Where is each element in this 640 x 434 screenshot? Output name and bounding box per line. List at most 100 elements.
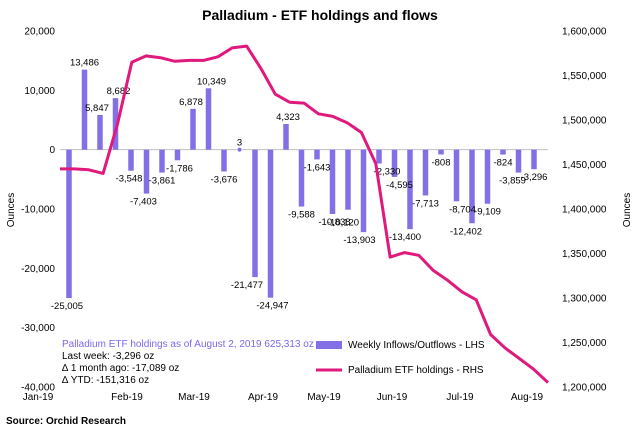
bar-label: -9,109: [474, 207, 501, 218]
bar-label: -10,120: [327, 218, 359, 229]
bar-label: 8,682: [107, 86, 131, 97]
axes: 20,000 10,000 0 -10,000 -20,000 -30,000 -40,00…: [21, 27, 607, 404]
x-tick: Mar-19: [178, 392, 210, 403]
y-tick-left: -40,000: [21, 383, 55, 394]
bar-label: -4,595: [386, 180, 413, 191]
bar-label: -24,947: [256, 301, 288, 312]
bar: [97, 114, 103, 150]
y-tick-left: 0: [49, 145, 55, 156]
bar: [453, 149, 460, 202]
bar: [174, 149, 181, 161]
bar-label: 5,847: [85, 103, 109, 114]
bar-label: -7,713: [412, 198, 439, 209]
bar-label: -9,588: [288, 210, 315, 221]
bar-label: -3,861: [149, 176, 176, 187]
bar: [252, 149, 258, 278]
holdings-line: [60, 44, 550, 384]
bar: [112, 98, 119, 150]
bar: [66, 149, 72, 299]
bar: [314, 149, 320, 160]
x-tick: Jul-19: [446, 392, 474, 403]
legend-label-line: Palladium ETF holdings - RHS: [348, 365, 484, 376]
bar: [283, 124, 289, 150]
bar-label: -3,859: [499, 176, 526, 187]
source-note: Source: Orchid Research: [6, 416, 126, 427]
bars: [66, 69, 537, 299]
bar: [345, 149, 351, 210]
bar-label: -21,477: [231, 280, 263, 291]
bar-label: -3,296: [521, 172, 548, 183]
bar: [438, 149, 444, 155]
annotation-line-3: ∆ YTD: -151,316 oz: [62, 375, 149, 386]
annotation-box: Palladium ETF holdings as of August 2, 2…: [62, 339, 314, 386]
bar: [484, 149, 491, 204]
bar-label: -1,643: [304, 162, 331, 173]
bar: [143, 149, 150, 194]
bar-label: 3: [237, 138, 242, 149]
bar-labels: -25,005 13,486 5,847 8,682 -3,548 -7,403 -3,86…: [51, 58, 548, 312]
bar-label: 6,878: [179, 97, 203, 108]
chart-title: Palladium - ETF holdings and flows: [202, 7, 438, 23]
bar: [391, 149, 398, 177]
y-tick-right: 1,450,000: [562, 160, 607, 171]
bar-label: -10,838: [318, 217, 350, 228]
bar: [531, 149, 537, 170]
bar-label: -2,330: [374, 166, 401, 177]
y-tick-right: 1,350,000: [562, 249, 607, 260]
bar: [407, 149, 413, 230]
bar: [376, 149, 382, 164]
bar: [515, 149, 522, 173]
bar: [422, 149, 429, 196]
line-layer: [60, 44, 550, 384]
y-tick-right: 1,500,000: [562, 116, 607, 127]
bar: [205, 88, 212, 150]
bar-label: -3,548: [116, 174, 143, 185]
y-axis-label-left: Ounces: [6, 193, 17, 227]
x-tick: Feb-19: [111, 392, 143, 403]
annotation-line-1: Last week: -3,296 oz: [62, 351, 154, 362]
bar: [81, 69, 88, 150]
bar-label: -808: [431, 157, 450, 168]
bar-label: -12,402: [450, 226, 482, 237]
x-tick: Jun-19: [377, 392, 408, 403]
y-tick-left: -20,000: [21, 264, 55, 275]
x-tick: Aug-19: [511, 392, 544, 403]
x-tick: Apr-19: [248, 392, 278, 403]
bar-marker: [236, 146, 243, 153]
y-tick-right: 1,300,000: [562, 294, 607, 305]
bar: [221, 149, 227, 172]
y-tick-left: -10,000: [21, 205, 55, 216]
bar-label: -824: [493, 158, 512, 169]
bar-label: -8,704: [449, 204, 476, 215]
bar-label: 10,349: [197, 76, 226, 87]
bar: [329, 149, 336, 214]
annotation-headline: Palladium ETF holdings as of August 2, 2…: [62, 339, 314, 350]
y-tick-right: 1,250,000: [562, 338, 607, 349]
y-tick-right: 1,400,000: [562, 205, 607, 216]
y-tick-right: 1,600,000: [562, 27, 607, 38]
y-tick-left: 20,000: [24, 27, 55, 38]
bar: [469, 149, 475, 224]
legend: Weekly Inflows/Outflows - LHS Palladium …: [316, 340, 485, 376]
y-tick-right: 1,550,000: [562, 71, 607, 82]
y-tick-right: 1,200,000: [562, 383, 607, 394]
y-axis-label-right: Ounces: [622, 193, 633, 227]
bar: [500, 149, 506, 155]
bar: [159, 149, 165, 173]
bar: [267, 149, 274, 298]
bar: [128, 149, 134, 171]
legend-swatch-bars: [316, 341, 342, 349]
y-tick-left: 10,000: [24, 86, 55, 97]
bar-label: -25,005: [51, 301, 83, 312]
annotation-line-2: ∆ 1 month ago: -17,089 oz: [62, 363, 179, 374]
y-tick-left: -30,000: [21, 323, 55, 334]
bar-label: -1,786: [166, 163, 193, 174]
bar: [360, 149, 367, 233]
bar-label: 13,486: [70, 58, 99, 69]
bar-label: -3,676: [211, 174, 238, 185]
x-tick: Jan-19: [23, 392, 54, 403]
bar-label: -7,403: [130, 197, 157, 208]
bar-label: 4,323: [276, 112, 300, 123]
bar: [190, 108, 196, 150]
